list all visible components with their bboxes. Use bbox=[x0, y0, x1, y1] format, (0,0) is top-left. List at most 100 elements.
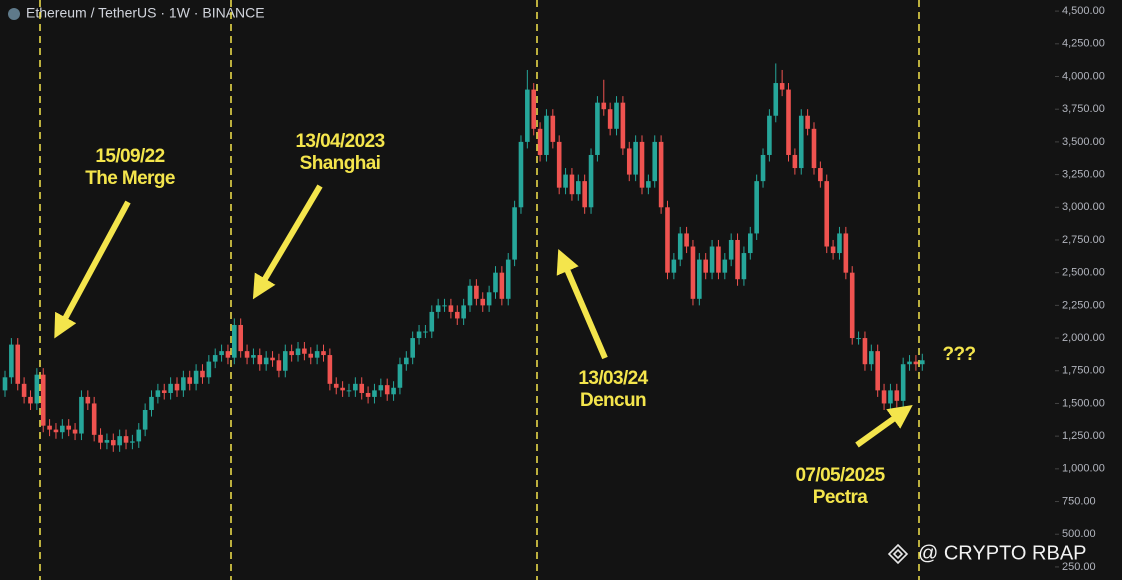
candle-body bbox=[754, 181, 759, 234]
candle-body bbox=[486, 292, 492, 306]
candle-body bbox=[735, 239, 740, 280]
annotation-arrow bbox=[54, 200, 131, 339]
candle-body bbox=[658, 141, 664, 208]
candle-body bbox=[123, 436, 129, 443]
candle-body bbox=[792, 154, 798, 169]
candle-body bbox=[225, 351, 231, 358]
candle-body bbox=[894, 390, 900, 401]
candle-body bbox=[544, 115, 549, 155]
candle-body bbox=[556, 141, 562, 188]
candle-body bbox=[900, 364, 906, 401]
candle-body bbox=[257, 355, 263, 365]
annotation-arrow bbox=[855, 405, 913, 448]
candle-body bbox=[626, 148, 632, 175]
candle-body bbox=[314, 351, 320, 358]
candle-body bbox=[66, 425, 71, 430]
y-tick-label: 3,750.00 bbox=[1062, 103, 1105, 115]
candle-body bbox=[110, 440, 116, 446]
annotation-note: ??? bbox=[942, 344, 975, 365]
candle-body bbox=[21, 383, 27, 397]
chart-title: Ethereum / TetherUS · 1W · BINANCE bbox=[26, 5, 265, 21]
candle-body bbox=[881, 390, 887, 404]
candle-body bbox=[136, 429, 142, 442]
candle-body bbox=[505, 259, 511, 299]
y-tick-label: 3,250.00 bbox=[1062, 168, 1105, 180]
candle-body bbox=[767, 115, 772, 155]
candle-body bbox=[200, 370, 205, 378]
candle-body bbox=[161, 390, 167, 393]
candle-body bbox=[28, 396, 33, 404]
candle-body bbox=[569, 174, 575, 195]
y-tick-label: 1,500.00 bbox=[1062, 397, 1105, 409]
candle-body bbox=[378, 385, 384, 391]
y-tick-label: 4,000.00 bbox=[1062, 70, 1105, 82]
candle-body bbox=[174, 383, 180, 391]
candle-body bbox=[805, 115, 810, 129]
y-tick-label: 4,500.00 bbox=[1062, 5, 1105, 17]
candle-body bbox=[671, 259, 677, 273]
candle-body bbox=[633, 141, 638, 175]
candle-body bbox=[582, 181, 587, 208]
candle-body bbox=[155, 390, 161, 397]
candle-body bbox=[98, 434, 103, 443]
candle-body bbox=[276, 360, 282, 371]
candle-body bbox=[91, 403, 97, 435]
candle-body bbox=[423, 331, 428, 333]
candle-body bbox=[244, 351, 250, 358]
candle-body bbox=[130, 441, 135, 443]
candle-body bbox=[818, 168, 823, 182]
candle-body bbox=[384, 385, 390, 395]
candle-body bbox=[722, 259, 728, 273]
annotation-date: 07/05/2025 bbox=[795, 465, 885, 486]
candle-body bbox=[697, 259, 702, 299]
candle-body bbox=[442, 305, 447, 307]
candle-body bbox=[327, 355, 333, 384]
candle-body bbox=[919, 360, 925, 365]
annotation-label: Pectra bbox=[813, 487, 869, 508]
candle-body bbox=[85, 396, 91, 404]
candle-body bbox=[824, 181, 830, 247]
candle-body bbox=[614, 102, 619, 129]
annotation-date: 13/04/2023 bbox=[295, 131, 384, 152]
candle-body bbox=[703, 259, 708, 273]
y-tick-label: 4,250.00 bbox=[1062, 38, 1105, 50]
candle-body bbox=[811, 128, 817, 169]
candle-body bbox=[365, 392, 371, 397]
y-tick-label: 1,250.00 bbox=[1062, 430, 1105, 442]
candle-body bbox=[786, 89, 791, 155]
y-tick-label: 2,250.00 bbox=[1062, 299, 1105, 311]
annotation-label: Shanghai bbox=[300, 153, 381, 174]
candle-body bbox=[47, 425, 52, 430]
candle-body bbox=[684, 233, 689, 247]
candle-body bbox=[888, 390, 893, 404]
candle-body bbox=[60, 425, 65, 433]
annotation-arrow bbox=[556, 248, 608, 360]
candle-body bbox=[219, 351, 224, 356]
candle-body bbox=[79, 396, 84, 434]
candle-body bbox=[187, 377, 193, 384]
candle-body bbox=[856, 338, 861, 340]
candle-body bbox=[646, 181, 651, 188]
annotation-date: 15/09/22 bbox=[95, 146, 164, 167]
candle-body bbox=[212, 355, 218, 362]
candle-body bbox=[206, 361, 212, 378]
annotation-date: 13/03/24 bbox=[578, 368, 648, 389]
candle-body bbox=[773, 83, 779, 116]
candle-body bbox=[308, 353, 314, 358]
candle-body bbox=[346, 390, 352, 392]
candle-body bbox=[9, 344, 14, 378]
candle-body bbox=[333, 383, 339, 388]
candle-body bbox=[40, 374, 46, 426]
candle-body bbox=[238, 324, 243, 352]
candle-body bbox=[607, 109, 613, 129]
candle-body bbox=[353, 383, 358, 391]
y-tick-label: 2,000.00 bbox=[1062, 332, 1105, 344]
candle-body bbox=[289, 351, 294, 356]
candle-body bbox=[843, 233, 849, 273]
candle-body bbox=[282, 351, 288, 371]
candle-body bbox=[474, 285, 479, 299]
candle-body bbox=[875, 351, 880, 391]
candle-body bbox=[869, 351, 874, 365]
y-tick-label: 1,000.00 bbox=[1062, 463, 1105, 475]
